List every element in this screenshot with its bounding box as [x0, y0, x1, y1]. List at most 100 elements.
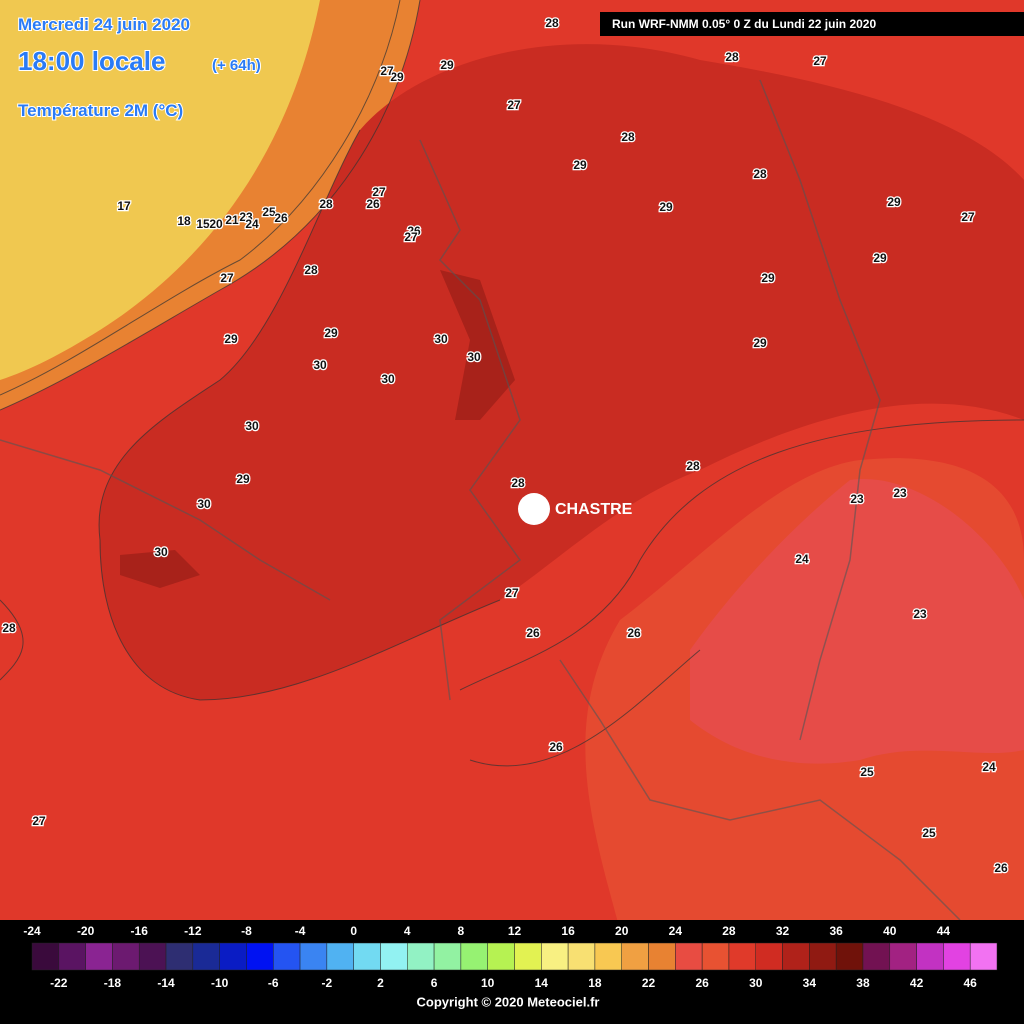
colorbar-label: 8: [458, 924, 465, 938]
contour-label: 30: [434, 332, 448, 346]
cool-zone: [0, 0, 320, 380]
colorbar-swatch: [165, 942, 194, 971]
colorbar-label: -20: [77, 924, 95, 938]
colorbar-label: 4: [404, 924, 411, 938]
colorbar-swatch: [541, 942, 569, 971]
colorbar-label: 30: [749, 976, 763, 990]
contour-label: 28: [686, 459, 700, 473]
colorbar-swatch: [728, 942, 757, 971]
contour-label: 27: [961, 210, 975, 224]
colorbar-label: -4: [295, 924, 306, 938]
colorbar: -24 -20 -16 -12 -8 -4 0 4 8 12 16 20 24 28 32 36 40 44-22…: [23, 924, 998, 990]
colorbar-label: 2: [377, 976, 384, 990]
contour-label: 30: [154, 545, 168, 559]
date: Mercredi 24 juin 2020: [18, 15, 190, 34]
contour-label: 27: [220, 271, 234, 285]
field: Température 2M (°C): [18, 101, 183, 120]
colorbar-label: 16: [561, 924, 575, 938]
colorbar-label: 20: [615, 924, 629, 938]
contour-label: 28: [753, 167, 767, 181]
colorbar-swatch: [889, 942, 917, 971]
run-banner: [600, 12, 1024, 36]
contour-label: 26: [627, 626, 641, 640]
contour-label: 15: [196, 217, 210, 231]
colorbar-swatch: [273, 942, 301, 971]
city-marker: [518, 493, 550, 525]
contour-label: 30: [313, 358, 327, 372]
contour-label: 30: [197, 497, 211, 511]
contour-label: 28: [545, 16, 559, 30]
colorbar-label: -24: [23, 924, 41, 938]
contour-label: 27: [813, 54, 827, 68]
contour-label: 29: [573, 158, 587, 172]
colorbar-label: -22: [50, 976, 68, 990]
colorbar-swatch: [701, 942, 730, 971]
contour-label: 24: [795, 552, 809, 566]
contour-label: 26: [366, 197, 380, 211]
colorbar-swatch: [460, 942, 488, 971]
contour-label: 29: [440, 58, 454, 72]
contour-label: 24: [245, 217, 259, 231]
colorbar-swatch: [112, 942, 140, 971]
colorbar-label: 18: [588, 976, 602, 990]
contour-label: 29: [887, 195, 901, 209]
contour-label: 25: [922, 826, 936, 840]
contours: [0, 0, 1024, 767]
contour-label: 29: [761, 271, 775, 285]
contour-label: 27: [372, 185, 386, 199]
colorbar-swatch: [916, 942, 944, 971]
colorbar-label: -6: [268, 976, 279, 990]
colorbar-label: -14: [157, 976, 175, 990]
contour-label: 30: [467, 350, 481, 364]
time: 18:00 locale: [18, 46, 165, 76]
colorbar-label: 14: [535, 976, 549, 990]
colorbar-label: 40: [883, 924, 897, 938]
contour-label: 29: [224, 332, 238, 346]
colorbar-label: -10: [211, 976, 229, 990]
contour-label: 26: [526, 626, 540, 640]
contour-label: 23: [893, 486, 907, 500]
colorbar-label: 32: [776, 924, 790, 938]
colorbar-label: 10: [481, 976, 495, 990]
colorbar-swatch: [648, 942, 676, 971]
contour-label: 28: [725, 50, 739, 64]
contour-label: 29: [324, 326, 338, 340]
borders: [0, 79, 961, 921]
colorbar-label: 38: [856, 976, 870, 990]
colorbar-label: 36: [829, 924, 843, 938]
contour-label: 24: [982, 760, 996, 774]
contour-label: 23: [913, 607, 927, 621]
contour-label: 29: [873, 251, 887, 265]
contour-label: 25: [860, 765, 874, 779]
colorbar-label: -8: [241, 924, 252, 938]
lead: (+ 64h): [212, 57, 261, 74]
colorbar-label: 12: [508, 924, 522, 938]
contour-label: 26: [274, 211, 288, 225]
contour-label: 27: [404, 230, 418, 244]
contour-label: 27: [32, 814, 46, 828]
colorbar-swatch: [85, 942, 113, 971]
colorbar-swatch: [621, 942, 649, 971]
contour-label: 29: [236, 472, 250, 486]
colorbar-swatch: [219, 942, 247, 971]
colorbar-swatch: [299, 942, 328, 971]
contour-label: 28: [2, 621, 16, 635]
colorbar-swatch: [514, 942, 542, 971]
contour-label: 27: [380, 64, 394, 78]
colorbar-panel: [0, 920, 1024, 1024]
contour-label: 30: [245, 419, 259, 433]
colorbar-label: 0: [350, 924, 357, 938]
colorbar-label: -18: [104, 976, 122, 990]
contour-label: 23: [239, 210, 253, 224]
colorbar-swatch: [138, 942, 167, 971]
contour-label: 28: [511, 476, 525, 490]
contour-label: 28: [304, 263, 318, 277]
contour-label: 18: [177, 214, 191, 228]
colorbar-label: 34: [803, 976, 817, 990]
colorbar-swatch: [675, 942, 703, 971]
colorbar-label: -12: [184, 924, 202, 938]
contour-label: 30: [381, 372, 395, 386]
colorbar-label: 24: [669, 924, 683, 938]
